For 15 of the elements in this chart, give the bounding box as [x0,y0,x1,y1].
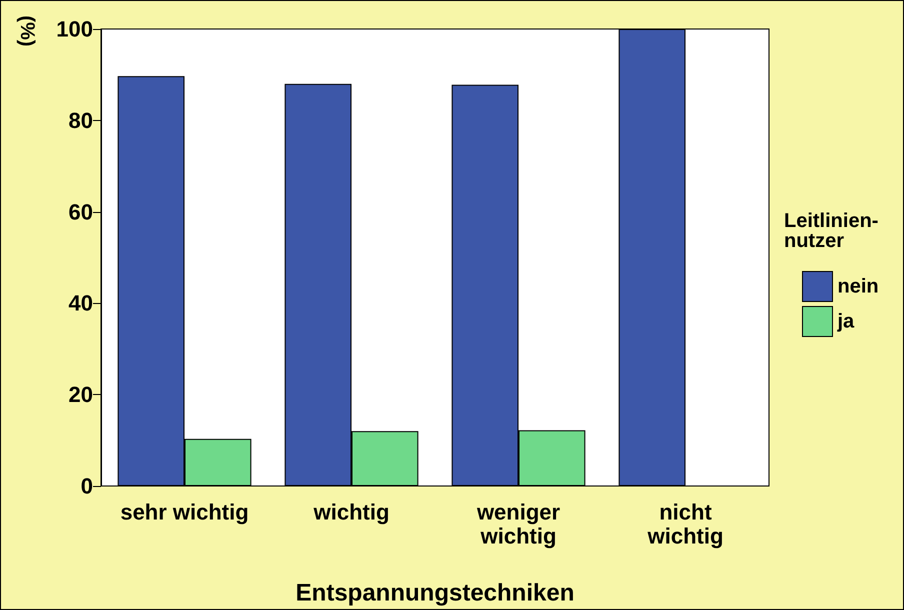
x-tick-label: weniger wichtig [476,500,560,548]
legend-title: Leitlinien- nutzer [784,210,878,252]
y-tick-label: 60 [68,199,93,224]
y-tick-label: 20 [68,382,93,408]
y-tick-label: 100 [56,16,93,42]
x-tick-label: nicht wichtig [646,500,724,548]
x-axis-title: Entspannungstechniken [296,580,574,606]
legend-label: nein [838,276,879,298]
legend-label: ja [836,310,856,332]
y-tick-label: 80 [68,108,93,133]
y-axis-title: (%) [16,15,38,47]
y-tick-label: 0 [80,474,93,498]
y-tick-label: 40 [68,290,93,316]
x-tick-label: wichtig [312,500,390,524]
x-tick-label: sehr wichtig [120,500,249,524]
